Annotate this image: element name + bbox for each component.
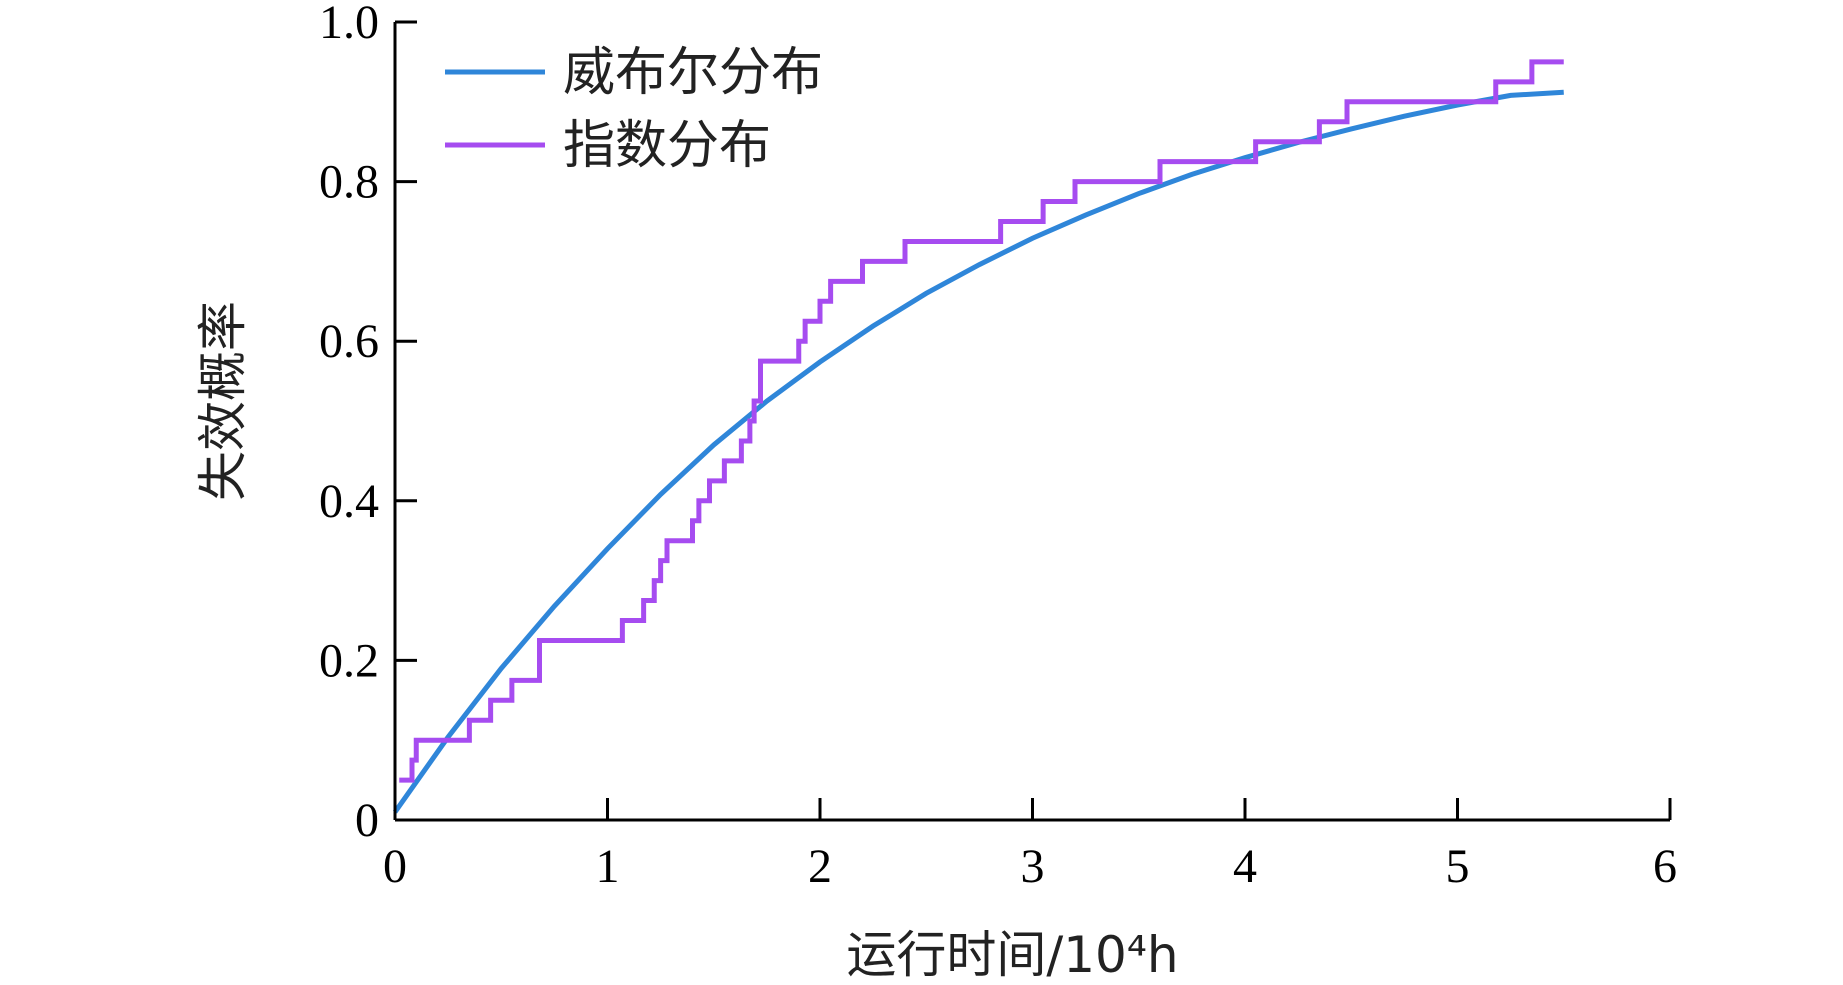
x-axis-title: 运行时间/10⁴h (846, 926, 1178, 984)
tick-marks: 0 1 2 3 4 5 6 0 0.2 0.4 0.6 0.8 1.0 (319, 0, 1677, 893)
y-tick-label: 0.8 (319, 156, 379, 209)
y-tick-label: 0.2 (319, 634, 379, 687)
plot-area (392, 59, 1564, 814)
y-tick-label: 0 (355, 794, 379, 847)
x-tick-label: 2 (808, 840, 832, 893)
series-weibull-line (392, 89, 1564, 814)
y-tick-label: 1.0 (319, 0, 379, 49)
x-tick-label: 0 (383, 840, 407, 893)
legend: 威布尔分布 指数分布 (445, 43, 823, 176)
x-tick-label: 5 (1446, 840, 1470, 893)
legend-label-weibull: 威布尔分布 (563, 43, 823, 103)
x-tick-label: 4 (1233, 840, 1257, 893)
series-exponential-step-line (399, 59, 1564, 783)
x-tick-label: 3 (1021, 840, 1045, 893)
x-tick-label: 1 (596, 840, 620, 893)
legend-label-exponential: 指数分布 (563, 116, 771, 176)
y-axis-title: 失效概率 (194, 301, 252, 501)
x-tick-label: 6 (1653, 840, 1677, 893)
y-tick-label: 0.6 (319, 315, 379, 368)
y-tick-label: 0.4 (319, 475, 379, 528)
